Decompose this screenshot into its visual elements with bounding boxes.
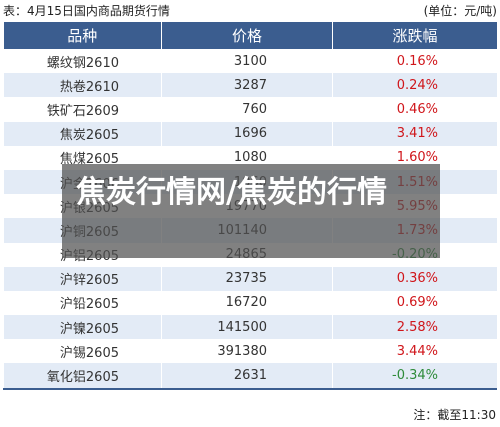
change-cell: -0.34% (332, 363, 497, 390)
change-cell: 2.58% (332, 315, 497, 340)
price-cell: 391380 (161, 339, 333, 364)
name-cell: 沪镍2605 (3, 315, 162, 340)
price-cell: 1696 (161, 121, 333, 146)
unit: (单位：元/吨) (423, 4, 497, 18)
footnote: 注：截至11:30 (413, 408, 496, 422)
change-cell: 0.46% (332, 97, 497, 122)
change-cell: 0.16% (332, 49, 497, 74)
row: 焦炭2605 1696 3.41% (3, 121, 497, 146)
title: 表：4月15日国内商品期货行情 (3, 4, 170, 18)
name-cell: 焦炭2605 (3, 121, 162, 146)
name-cell: 螺纹钢2610 (3, 49, 162, 74)
row: 热卷2610 3287 0.24% (3, 73, 497, 98)
change-cell: 0.69% (332, 290, 497, 316)
name-cell: 沪铅2605 (3, 290, 162, 316)
price-cell: 2631 (161, 363, 333, 390)
row: 氧化铝2605 2631 -0.34% (3, 363, 497, 390)
row: 铁矿石2609 760 0.46% (3, 97, 497, 122)
column-header: 品种 (3, 22, 162, 49)
change-cell: 0.36% (332, 266, 497, 291)
row: 沪铅2605 16720 0.69% (3, 290, 497, 316)
watermark: 焦炭行情网/焦炭的行情 (62, 164, 440, 258)
row: 沪锡2605 391380 3.44% (3, 339, 497, 364)
column-header: 涨跌幅 (332, 22, 497, 49)
name-cell: 沪锡2605 (3, 339, 162, 364)
name-cell: 氧化铝2605 (3, 363, 162, 390)
price-cell: 760 (161, 97, 333, 122)
price-cell: 23735 (161, 266, 333, 291)
name-cell: 沪锌2605 (3, 266, 162, 291)
change-cell: 3.44% (332, 339, 497, 364)
row: 螺纹钢2610 3100 0.16% (3, 49, 497, 74)
price-cell: 3100 (161, 49, 333, 74)
header-row: 品种 价格 涨跌幅 (3, 22, 497, 49)
price-cell: 16720 (161, 290, 333, 316)
row: 沪锌2605 23735 0.36% (3, 266, 497, 291)
column-header: 价格 (161, 22, 333, 49)
change-cell: 3.41% (332, 121, 497, 146)
price-cell: 141500 (161, 315, 333, 340)
name-cell: 铁矿石2609 (3, 97, 162, 122)
price-cell: 3287 (161, 73, 333, 98)
caption: 表：4月15日国内商品期货行情 (单位：元/吨) (3, 2, 497, 20)
row: 沪镍2605 141500 2.58% (3, 315, 497, 340)
name-cell: 热卷2610 (3, 73, 162, 98)
change-cell: 0.24% (332, 73, 497, 98)
name-cell: 焦煤2605 (3, 145, 162, 170)
